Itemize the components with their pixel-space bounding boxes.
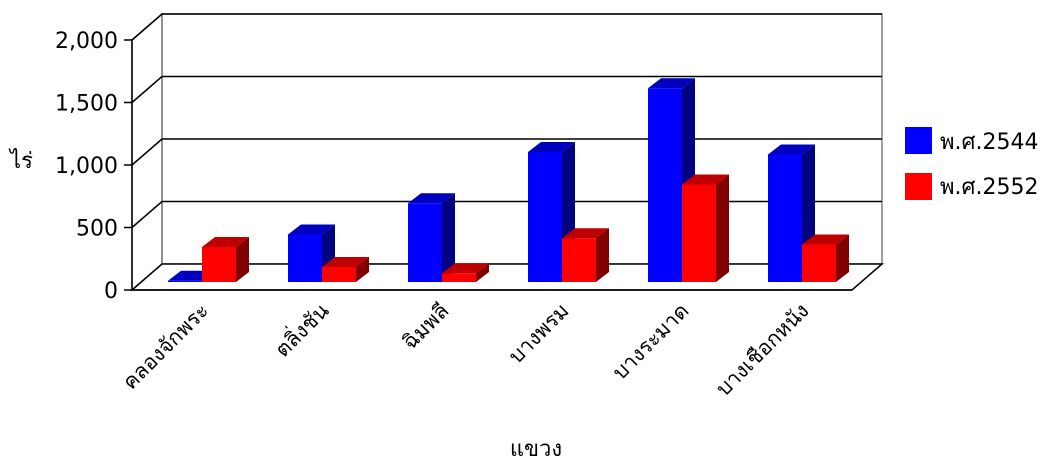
bar (802, 234, 849, 282)
gridline (131, 200, 882, 229)
bar-top (322, 257, 369, 267)
x-tick-label: บางพรม (504, 299, 574, 369)
legend: พ.ศ.2544 พ.ศ.2552 (905, 127, 1038, 200)
x-tick-label: คลองจักพระ (118, 299, 214, 395)
bar-front (408, 203, 442, 282)
y-tick-label: 1,500 (55, 92, 118, 117)
x-tick-label: บางระมาด (608, 299, 694, 385)
bar-side (236, 237, 249, 282)
bar-top (408, 193, 455, 204)
y-tick-label: 0 (104, 279, 118, 304)
y-tick-labels: 2,000 1,500 1,000 500 0 (55, 29, 118, 304)
bar-front (322, 267, 356, 282)
gridline (131, 138, 882, 166)
gridline (131, 13, 882, 41)
bar (408, 193, 455, 282)
legend-swatch-series-2 (905, 173, 932, 200)
bar-side (442, 193, 455, 282)
bar (768, 144, 815, 282)
bar-top (802, 234, 849, 245)
bar-top (528, 142, 575, 152)
bar (528, 142, 575, 282)
gridlines (124, 13, 882, 291)
y-tick-label: 500 (76, 217, 118, 242)
gridline (131, 75, 882, 104)
bar-side (836, 234, 849, 282)
bar-top (202, 237, 249, 247)
legend-swatch-series-1 (905, 127, 932, 154)
x-tick-label: บางเชือกหนัง (711, 299, 813, 401)
bar-front (202, 247, 236, 282)
bar-front (528, 152, 562, 282)
y-axis-title: ไร่ (8, 148, 33, 174)
bar (202, 237, 249, 282)
bar-side (356, 257, 369, 282)
bar-top (768, 144, 815, 155)
x-tick-labels: คลองจักพระ ตลิ่งชัน ฉิมพลี บางพรม บางระมาด บา… (118, 296, 814, 400)
bar-front (648, 88, 682, 282)
legend-label-series-1: พ.ศ.2544 (940, 130, 1038, 155)
bar-side (716, 174, 729, 282)
bar-top (288, 224, 335, 235)
x-tick-label: ฉิมพลี (398, 299, 454, 355)
bar-top (648, 78, 695, 89)
legend-label-series-2: พ.ศ.2552 (940, 175, 1038, 200)
bar (322, 257, 369, 282)
bar-front (168, 280, 202, 282)
x-tick-label: ตลิ่งชัน (268, 296, 333, 361)
bar-side (476, 263, 489, 282)
bar-top (682, 174, 729, 185)
bar-front (442, 273, 476, 282)
bar-top (442, 263, 489, 274)
bar-front (802, 244, 836, 282)
bar-front (288, 234, 322, 282)
bar-side (596, 228, 609, 282)
bar-top (562, 228, 609, 239)
bar-front (682, 184, 716, 282)
y-tick-label: 1,000 (55, 154, 118, 179)
bars (168, 78, 849, 282)
bar-front (562, 238, 596, 282)
x-axis-title: แขวง (510, 437, 562, 461)
y-tick-label: 2,000 (55, 29, 118, 54)
bar (682, 174, 729, 282)
bar (562, 228, 609, 282)
bar (442, 263, 489, 282)
bar-front (768, 154, 802, 282)
